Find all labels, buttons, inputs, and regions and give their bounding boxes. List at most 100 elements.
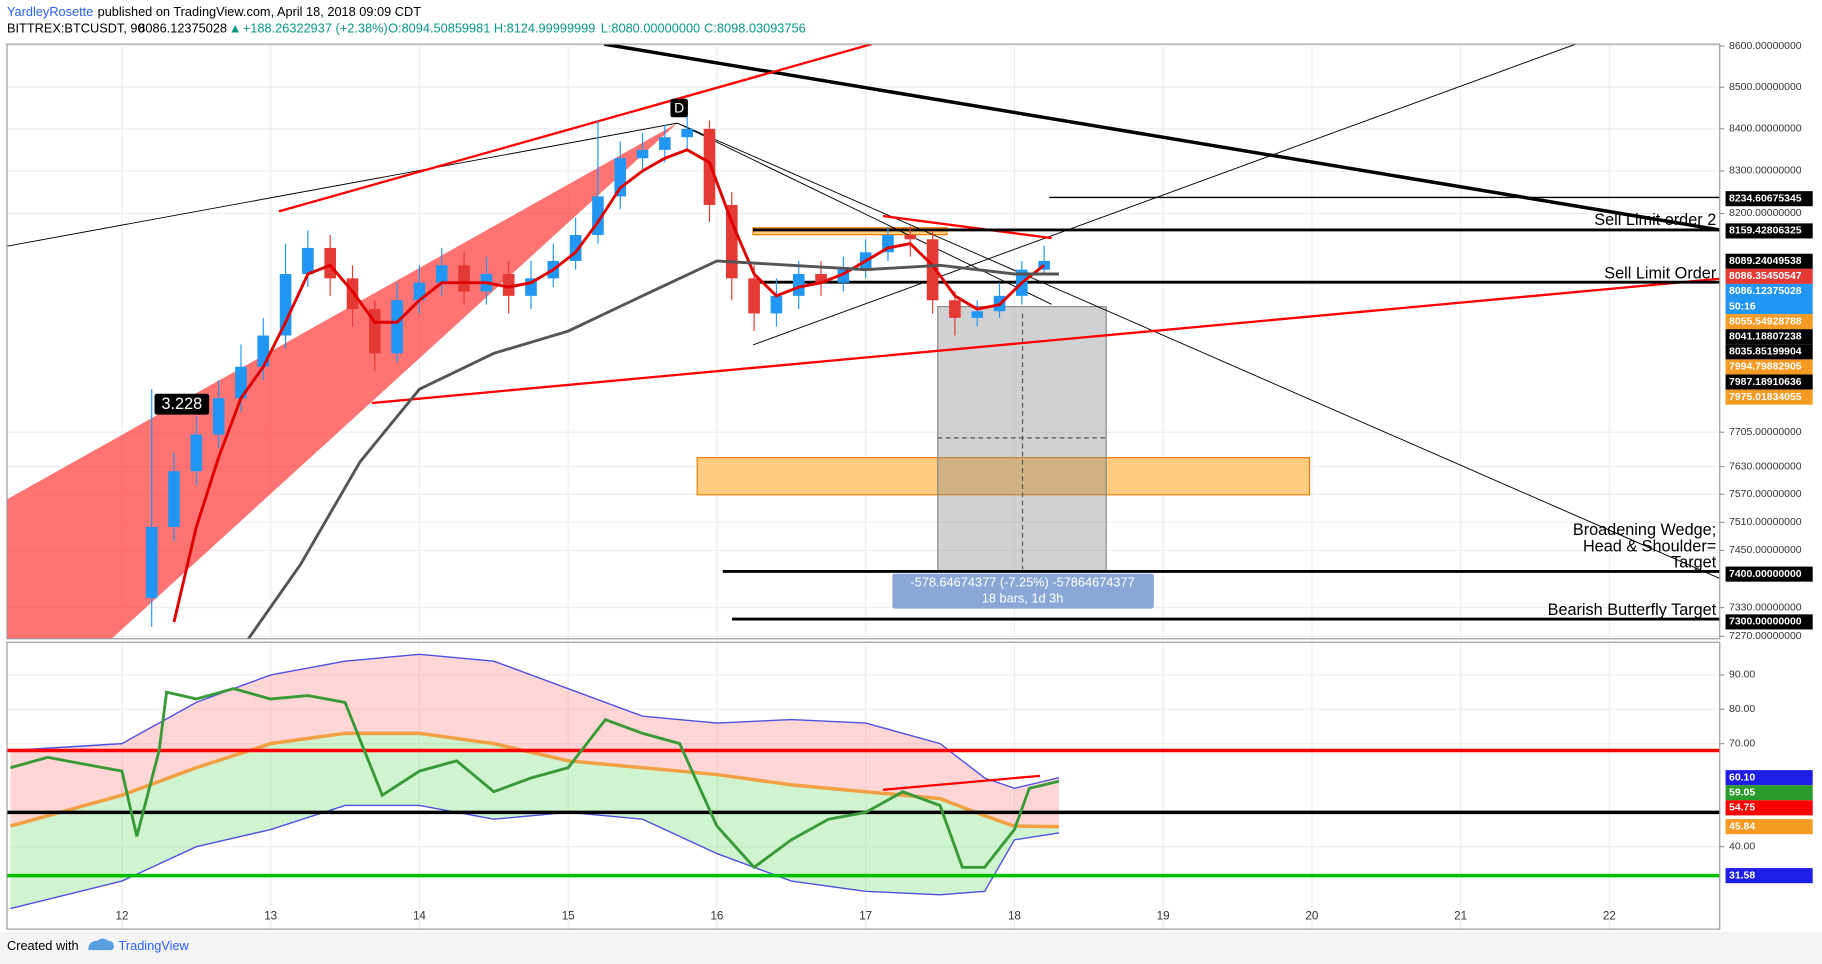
candle-body	[837, 269, 850, 283]
measure-label-box	[892, 573, 1154, 609]
x-tick-label: 18	[1008, 909, 1021, 922]
price-label: 8086.35450547	[1729, 271, 1802, 282]
candle-body	[369, 309, 381, 354]
y-tick-label: 7330.00000000	[1729, 602, 1802, 613]
pane-frame	[6, 641, 1721, 930]
candle-body	[324, 247, 336, 279]
footer	[0, 931, 1822, 964]
price-label-box	[1725, 374, 1813, 390]
candle-body	[770, 295, 783, 314]
footer-brand[interactable]: TradingView	[119, 938, 190, 953]
price-label-box	[1725, 614, 1813, 630]
price-label-box	[1725, 314, 1813, 330]
trend-line	[752, 44, 1576, 346]
y-tick-label: 70.00	[1729, 738, 1755, 749]
x-tick-label: 21	[1454, 909, 1467, 922]
annotation: Target	[1671, 554, 1717, 572]
footer-text: Created with	[7, 938, 79, 953]
candle-body	[636, 149, 649, 159]
y-tick-label: 40.00	[1729, 841, 1755, 852]
band-lower	[10, 804, 1060, 910]
price-label-box	[1725, 359, 1813, 375]
open: O:8094.50859981	[388, 20, 490, 35]
trend-line	[677, 122, 1720, 579]
price-label-box	[1725, 389, 1813, 405]
price-label-box	[1725, 253, 1813, 269]
zone	[696, 457, 1311, 496]
candle-body	[145, 526, 158, 598]
point-box	[670, 98, 688, 118]
price-label: 8041.18807238	[1729, 332, 1802, 343]
annotation: Broadening Wedge;	[1573, 521, 1716, 539]
trend-line	[603, 44, 1720, 232]
last-price: 8086.12375028	[138, 20, 227, 35]
candle-body	[815, 273, 827, 283]
grid	[6, 44, 1720, 930]
price-label: 7987.18910636	[1729, 377, 1802, 388]
x-tick-label: 15	[562, 909, 575, 922]
moving-average	[247, 259, 1060, 639]
price-label: 7400.00000000	[1729, 569, 1802, 580]
candle-body	[592, 196, 604, 235]
price-label: 8089.24049538	[1729, 256, 1802, 267]
x-tick-label: 14	[413, 909, 426, 922]
price-label-box	[1725, 800, 1813, 816]
measure-label: -578.64674377 (-7.25%) -57864674377	[910, 574, 1134, 589]
price-label-box	[1725, 868, 1813, 884]
band-mid	[9, 731, 1060, 829]
candle-body	[703, 128, 716, 205]
y-tick-label: 8600.00000000	[1729, 41, 1802, 52]
y-tick-label: 7510.00000000	[1729, 517, 1802, 528]
candle-body	[435, 265, 448, 283]
candle-body	[190, 434, 203, 472]
price-label: 59.05	[1729, 788, 1755, 799]
trend-line	[677, 122, 1052, 305]
price-label: 8035.85199904	[1729, 347, 1802, 358]
y-tick-label: 7630.00000000	[1729, 461, 1802, 472]
price-label: 31.58	[1729, 870, 1755, 881]
moving-average	[172, 148, 1046, 623]
candle-body	[569, 234, 582, 261]
price-label: 8055.54928788	[1729, 316, 1802, 327]
price-label-box	[1725, 329, 1813, 345]
candle-body	[792, 273, 805, 296]
y-tick-label: 90.00	[1729, 670, 1755, 681]
low: L:8080.00000000	[601, 20, 700, 35]
candle-body	[302, 247, 314, 274]
x-tick-label: 22	[1603, 909, 1616, 922]
measure-label: 18 bars, 1d 3h	[982, 591, 1064, 606]
candle-body	[949, 300, 961, 318]
candle-body	[502, 273, 515, 296]
ratio-box	[154, 393, 210, 415]
candle-body	[748, 278, 760, 314]
author[interactable]: YardleyRosette	[7, 4, 93, 19]
y-tick-label: 8300.00000000	[1729, 166, 1802, 177]
candle-body	[882, 234, 894, 253]
price-label-box	[1725, 223, 1813, 239]
measure-box	[937, 306, 1107, 573]
candle-body	[212, 398, 225, 435]
candle-body	[168, 471, 180, 527]
band-fill	[10, 733, 1060, 909]
logo	[88, 938, 114, 951]
annotation: Head & Shoulder=	[1583, 537, 1716, 555]
price-label: 8234.60675345	[1729, 193, 1802, 204]
y-tick-label: 7705.00000000	[1729, 427, 1802, 438]
x-tick-label: 19	[1157, 909, 1170, 922]
ratio-label: 3.228	[162, 395, 203, 413]
x-tick-label: 16	[710, 909, 723, 922]
candle-body	[926, 239, 939, 301]
price-label-box	[1725, 191, 1813, 207]
y-tick-label: 7450.00000000	[1729, 545, 1802, 556]
candle-body	[279, 273, 292, 336]
candle-body	[681, 128, 693, 138]
close: C:8098.03093756	[704, 20, 806, 35]
published: published on TradingView.com, April 18, …	[98, 4, 422, 19]
price-label: 7994.79882905	[1729, 362, 1802, 373]
price-label: 8086.12375028	[1729, 286, 1802, 297]
price-label: 7975.01834055	[1729, 392, 1802, 403]
price-label: 7300.00000000	[1729, 617, 1802, 628]
price-label: 45.84	[1729, 821, 1755, 832]
